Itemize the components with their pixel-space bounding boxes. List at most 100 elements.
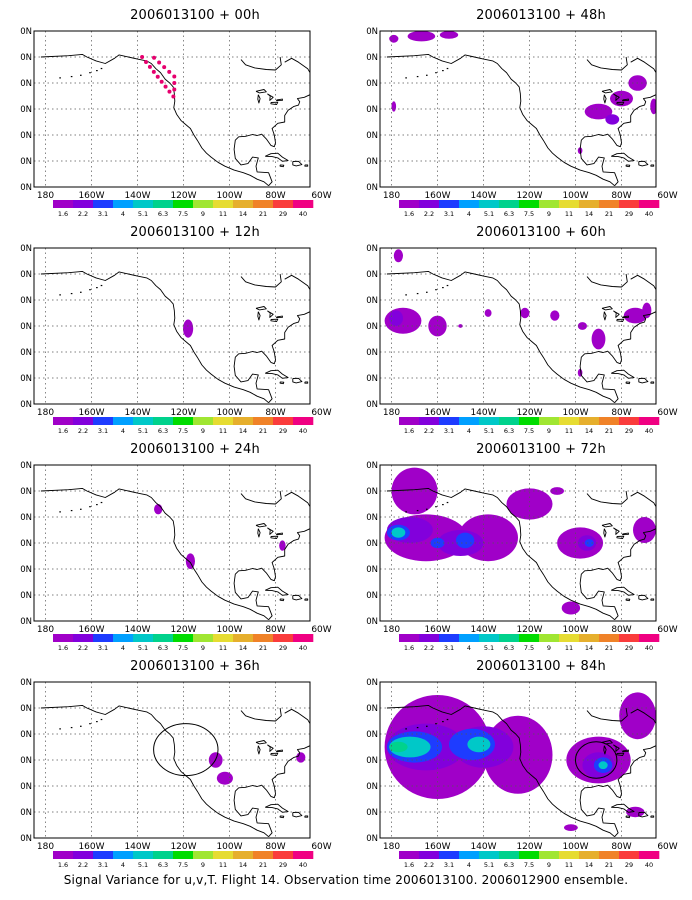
lon-label: 180: [383, 191, 400, 201]
lon-label: 120W: [170, 191, 196, 201]
lon-label: 100W: [562, 408, 588, 418]
lon-label: 180: [37, 625, 54, 635]
lat-label: 50N: [20, 296, 32, 306]
flight-track-point: [140, 55, 145, 59]
aleutian-island: [442, 504, 444, 506]
lon-label: 80W: [265, 842, 285, 852]
lon-label: 140W: [470, 842, 496, 852]
aleutian-island: [59, 728, 61, 730]
coastline-labrador: [630, 57, 656, 73]
colorbar-swatch: [73, 417, 94, 425]
lat-label: 10N: [20, 400, 32, 410]
great-lake: [267, 93, 274, 101]
colorbar-swatch: [233, 851, 254, 859]
aleutian-island: [405, 728, 407, 730]
lon-label: 60W: [311, 625, 331, 635]
colorbar-swatch: [499, 417, 520, 425]
colorbar-swatch: [253, 634, 274, 642]
colorbar-swatch: [539, 851, 560, 859]
coastline-island: [638, 377, 649, 384]
lat-label: 20N: [20, 374, 32, 384]
great-lake: [601, 89, 613, 94]
coastline-island: [292, 377, 303, 384]
coastline-island: [625, 164, 631, 168]
lat-label: 20N: [366, 374, 378, 384]
lon-label: 180: [37, 191, 54, 201]
colorbar-swatch: [113, 200, 134, 208]
coastline-hudson: [586, 273, 628, 288]
map-content: [380, 31, 656, 187]
coastline-pacific: [386, 704, 615, 838]
variance-region: [389, 741, 408, 753]
lat-label: 70N: [20, 678, 32, 688]
colorbar-swatch: [153, 634, 174, 642]
map-frame: [33, 464, 311, 622]
lat-label: 70N: [20, 244, 32, 254]
colorbar-label: 21: [605, 427, 613, 435]
colorbar-swatch: [93, 634, 114, 642]
great-lake: [270, 318, 279, 323]
lat-label: 40N: [366, 105, 378, 115]
colorbar-swatch: [639, 200, 660, 208]
colorbar-label: 5.1: [138, 427, 148, 435]
flight-track-point: [171, 94, 176, 99]
colorbar-label: 1.6: [404, 644, 414, 652]
colorbar-label: 40: [299, 210, 307, 218]
map-frame: [379, 247, 657, 405]
colorbar-label: 29: [625, 210, 633, 218]
flight-track-point: [167, 69, 172, 74]
colorbar-label: 3.1: [444, 644, 454, 652]
colorbar-label: 9: [547, 427, 551, 435]
variance-region: [296, 752, 306, 763]
lat-label: 50N: [366, 513, 378, 523]
lon-label: 80W: [611, 842, 631, 852]
map-24h: 70N 60N 50N 40N 30N 20N 10N 180 160W 140W 120W 100W…: [20, 461, 332, 652]
colorbar-swatch: [113, 417, 134, 425]
colorbar-swatch: [133, 417, 154, 425]
coastline-hudson: [240, 273, 282, 288]
aleutian-island: [70, 75, 73, 78]
lat-label: 50N: [366, 296, 378, 306]
colorbar-label: 29: [279, 210, 287, 218]
panel-title: 2006013100 + 60h: [476, 225, 606, 240]
map-72h: 70N 60N 50N 40N 30N 20N 10N 180 160W 140W 120W 100W…: [366, 461, 678, 652]
colorbar-swatch: [273, 634, 294, 642]
aleutian-island: [100, 718, 103, 721]
aleutian-island: [426, 725, 428, 727]
lon-label: 60W: [311, 842, 331, 852]
colorbar-label: 4: [121, 427, 125, 435]
variance-region: [391, 467, 438, 515]
lon-label: 60W: [657, 842, 677, 852]
lon-label: 120W: [516, 191, 542, 201]
colorbar-swatch: [193, 851, 214, 859]
coastline-island: [611, 586, 635, 596]
colorbar-swatch: [173, 851, 194, 859]
colorbar-swatch: [619, 200, 640, 208]
coastline-labrador: [284, 708, 310, 724]
coastline-gulf-atlantic: [579, 311, 656, 404]
variance-region: [484, 309, 492, 317]
colorbar-label: 2.2: [424, 861, 434, 869]
aleutian-island: [442, 721, 444, 723]
map-content: [380, 682, 656, 838]
colorbar-label: 4: [467, 210, 471, 218]
coastline-gulf-atlantic: [579, 94, 656, 187]
colorbar-swatch: [153, 851, 174, 859]
aleutian-island: [442, 70, 444, 72]
great-lake: [616, 752, 625, 757]
colorbar-label: 1.6: [404, 427, 414, 435]
colorbar-label: 14: [239, 210, 247, 218]
lat-label: 70N: [366, 244, 378, 254]
colorbar-label: 6.3: [158, 210, 168, 218]
lat-label: 50N: [20, 513, 32, 523]
aleutian-island: [59, 511, 61, 513]
colorbar-label: 2.2: [424, 644, 434, 652]
map-frame: [379, 681, 657, 839]
colorbar-swatch: [253, 417, 274, 425]
colorbar-swatch: [193, 200, 214, 208]
coastline-labrador: [284, 274, 310, 290]
colorbar-label: 29: [625, 427, 633, 435]
variance-region: [633, 517, 656, 543]
map-content: [34, 465, 310, 621]
